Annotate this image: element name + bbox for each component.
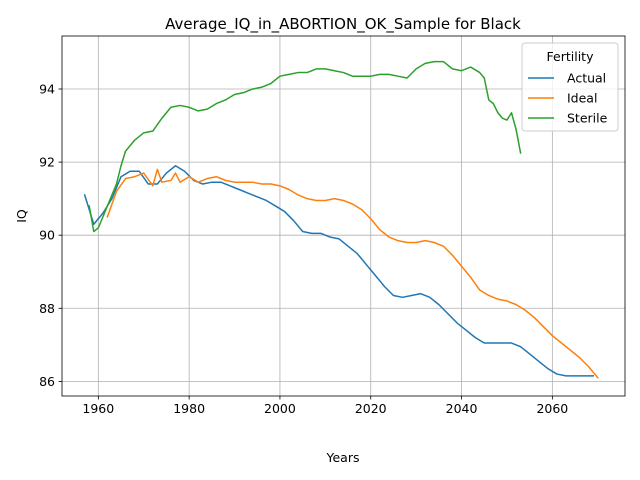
legend-title: Fertility [547,49,595,64]
y-axis-label: IQ [14,209,29,223]
legend-label-sterile: Sterile [567,111,608,126]
chart-title: Average_IQ_in_ABORTION_OK_Sample for Bla… [165,15,521,34]
x-tick-label: 2040 [446,401,478,416]
legend: Fertility Actual Ideal Sterile [521,42,619,132]
series-line-sterile [88,60,522,233]
x-tick-label: 2020 [355,401,387,416]
y-tick-label: 92 [39,155,55,170]
legend-label-ideal: Ideal [567,91,597,106]
x-tick-label: 1980 [173,401,205,416]
y-tick-label: 90 [39,228,55,243]
series-line-ideal [106,168,599,379]
x-tick-label: 2060 [536,401,568,416]
y-tick-label: 94 [39,81,55,96]
x-axis-label: Years [326,450,360,465]
legend-label-actual: Actual [567,71,606,86]
x-tick-label: 1960 [82,401,114,416]
x-tick-label: 2000 [264,401,296,416]
plot-frame [61,35,626,397]
legend-box [521,42,619,132]
y-tick-label: 86 [39,374,55,389]
series-line-actual [83,165,594,377]
y-tick-label: 88 [39,301,55,316]
